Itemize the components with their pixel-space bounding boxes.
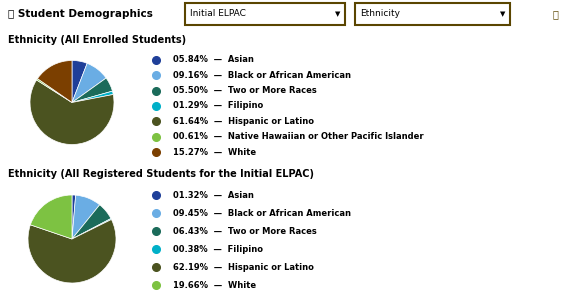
Text: 06.43%  —  Two or More Races: 06.43% — Two or More Races xyxy=(173,226,317,236)
Text: 62.19%  —  Hispanic or Latino: 62.19% — Hispanic or Latino xyxy=(173,262,314,271)
Text: 09.45%  —  Black or African American: 09.45% — Black or African American xyxy=(173,209,351,217)
Text: Ethnicity (All Registered Students for the Initial ELPAC): Ethnicity (All Registered Students for t… xyxy=(8,169,314,179)
Wedge shape xyxy=(28,220,116,283)
Text: 05.50%  —  Two or More Races: 05.50% — Two or More Races xyxy=(173,86,317,95)
Wedge shape xyxy=(72,205,111,239)
Wedge shape xyxy=(37,79,72,103)
Text: 09.16%  —  Black or African American: 09.16% — Black or African American xyxy=(173,71,351,80)
Text: 🛈: 🛈 xyxy=(552,9,558,19)
Wedge shape xyxy=(72,60,87,103)
Wedge shape xyxy=(72,78,112,103)
Text: 00.38%  —  Filipino: 00.38% — Filipino xyxy=(173,245,263,253)
Wedge shape xyxy=(72,63,106,103)
Text: Ethnicity (All Enrolled Students): Ethnicity (All Enrolled Students) xyxy=(8,35,186,45)
Text: 01.32%  —  Asian: 01.32% — Asian xyxy=(173,191,254,200)
Bar xyxy=(355,3,510,25)
Text: 61.64%  —  Hispanic or Latino: 61.64% — Hispanic or Latino xyxy=(173,117,314,126)
Wedge shape xyxy=(72,195,76,239)
Text: ▼: ▼ xyxy=(335,11,340,17)
Wedge shape xyxy=(72,91,113,103)
Text: Initial ELPAC: Initial ELPAC xyxy=(190,10,246,18)
Text: 01.29%  —  Filipino: 01.29% — Filipino xyxy=(173,102,263,111)
Wedge shape xyxy=(30,80,114,144)
Bar xyxy=(185,3,345,25)
Wedge shape xyxy=(72,195,100,239)
Text: 15.27%  —  White: 15.27% — White xyxy=(173,148,256,157)
Text: Ethnicity: Ethnicity xyxy=(360,10,400,18)
Text: 05.84%  —  Asian: 05.84% — Asian xyxy=(173,55,254,64)
Text: ▼: ▼ xyxy=(500,11,505,17)
Wedge shape xyxy=(72,219,111,239)
Text: 00.61%  —  Native Hawaiian or Other Pacific Islander: 00.61% — Native Hawaiian or Other Pacifi… xyxy=(173,132,424,141)
Text: 👥 Student Demographics: 👥 Student Demographics xyxy=(8,9,153,19)
Wedge shape xyxy=(30,195,72,239)
Text: 19.66%  —  White: 19.66% — White xyxy=(173,281,256,290)
Wedge shape xyxy=(38,60,72,103)
